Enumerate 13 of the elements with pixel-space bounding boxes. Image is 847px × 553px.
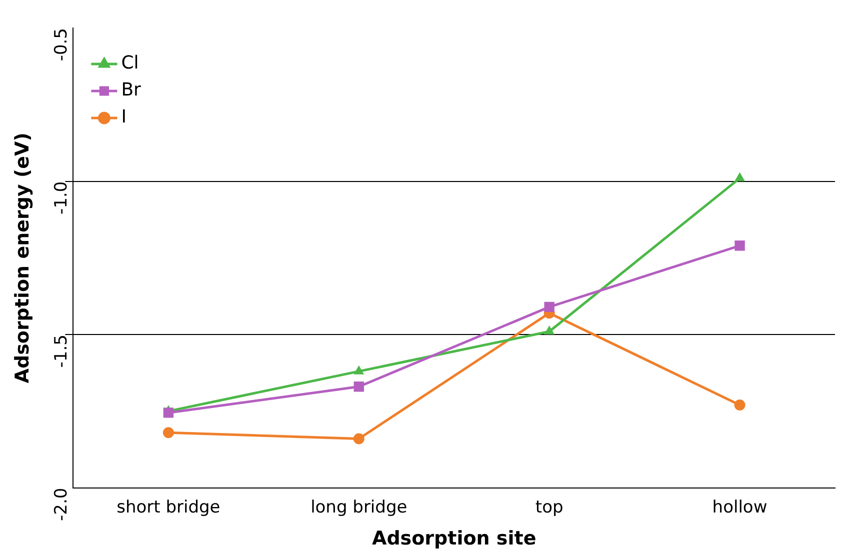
x-tick-label: hollow <box>712 497 768 518</box>
legend-label: Br <box>121 80 142 101</box>
x-tick-label: short bridge <box>116 497 220 518</box>
y-tick-label: -1.5 <box>52 334 72 368</box>
y-axis-title: Adsorption energy (eV) <box>11 132 34 384</box>
legend-label: I <box>121 106 127 128</box>
x-tick-label: long bridge <box>310 497 408 518</box>
x-tick-label: top <box>535 497 564 518</box>
legend-label: Cl <box>121 52 139 74</box>
x-axis-title: Adsorption site <box>372 528 536 550</box>
y-tick-label: -2.0 <box>52 488 72 521</box>
y-tick-label: -0.5 <box>52 28 72 62</box>
y-tick-label: -1.0 <box>52 181 72 214</box>
